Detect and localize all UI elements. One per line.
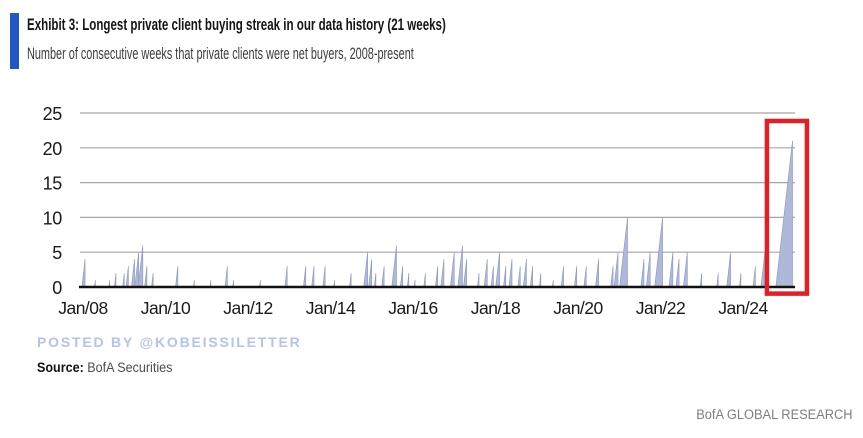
brand-footer: BofA GLOBAL RESEARCH [696, 407, 853, 422]
streak-bar [610, 266, 614, 288]
streak-bar [613, 252, 619, 288]
streak-bar [726, 252, 731, 288]
streak-bar [406, 273, 410, 288]
streak-bar [483, 259, 488, 288]
streak-bar [399, 266, 403, 288]
streak-bar [284, 266, 288, 288]
x-tick-label: Jan/20 [553, 298, 603, 318]
streak-bar [477, 273, 480, 288]
streak-bar [640, 259, 645, 288]
streak-bar [538, 273, 542, 288]
highlight-box [764, 118, 810, 296]
streak-bar [595, 259, 599, 288]
source-text: BofA Securities [83, 360, 173, 375]
streak-bar [114, 273, 117, 288]
y-tick-label: 25 [43, 104, 63, 124]
streak-bar [134, 252, 139, 288]
streak-bar [349, 273, 352, 288]
streak-bar [81, 259, 86, 288]
streak-bar [463, 259, 467, 288]
x-tick-label: Jan/08 [58, 298, 108, 318]
streak-bar [752, 266, 756, 288]
streak-bar [311, 266, 315, 288]
exhibit-title: Exhibit 3: Longest private client buying… [27, 15, 446, 34]
streak-bar [373, 273, 377, 288]
streak-bar [151, 273, 154, 288]
streak-bar [490, 266, 494, 288]
streak-bar [125, 266, 129, 288]
y-tick-label: 0 [52, 278, 62, 298]
y-tick-label: 5 [52, 243, 62, 263]
streak-bar [391, 245, 397, 288]
streak-bar [775, 140, 793, 288]
x-tick-label: Jan/22 [636, 298, 686, 318]
x-tick-label: Jan/18 [471, 298, 521, 318]
streak-bar [495, 252, 500, 288]
streak-bar [675, 259, 680, 288]
streak-bar [683, 252, 688, 288]
streak-bar [435, 266, 439, 288]
streak-bar [368, 259, 373, 288]
streak-bar [144, 266, 148, 288]
streak-bar [668, 252, 674, 288]
x-tick-label: Jan/14 [306, 298, 356, 318]
streak-bar [457, 245, 463, 288]
streak-bar [508, 259, 513, 288]
streak-bar [529, 266, 533, 288]
streak-bar [224, 266, 228, 288]
streak-bar [122, 273, 125, 288]
streak-bar [716, 273, 719, 288]
watermark: POSTED BY @KOBEISSILETTER [37, 334, 302, 350]
streak-bar [699, 273, 703, 288]
streak-bar [423, 273, 426, 288]
streak-bar [449, 252, 455, 288]
streak-bar [522, 259, 527, 288]
streak-bar [645, 252, 651, 288]
x-tick-label: Jan/16 [388, 298, 438, 318]
streak-bar [739, 273, 742, 288]
streak-bar [574, 266, 578, 288]
x-tick-label: Jan/12 [223, 298, 273, 318]
streak-bar [322, 266, 326, 288]
exhibit-subtitle: Number of consecutive weeks that private… [27, 45, 414, 63]
streak-bar [583, 266, 587, 288]
y-tick-label: 15 [43, 174, 63, 194]
source-line: Source: BofA Securities [37, 360, 183, 375]
streak-bar [381, 266, 385, 288]
x-tick-label: Jan/24 [718, 298, 768, 318]
y-tick-label: 10 [43, 208, 63, 228]
streak-bar [440, 259, 445, 288]
streak-bar [517, 266, 521, 288]
streak-bar [560, 266, 564, 288]
streak-bar [175, 266, 179, 288]
streak-bar [503, 266, 507, 288]
streak-bar [131, 259, 135, 288]
streak-bar [303, 266, 307, 288]
streak-bar [363, 252, 368, 288]
y-tick-label: 20 [43, 139, 63, 159]
accent-bar [10, 13, 19, 69]
source-label: Source: [37, 360, 84, 375]
x-tick-label: Jan/10 [141, 298, 191, 318]
